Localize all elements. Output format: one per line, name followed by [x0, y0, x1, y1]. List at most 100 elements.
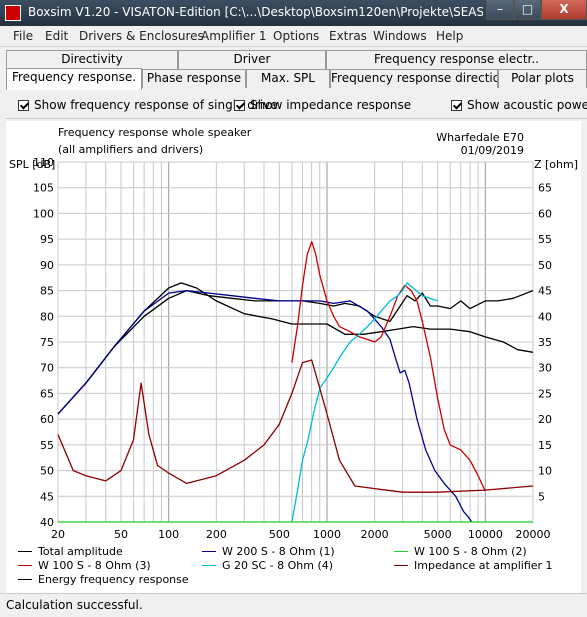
chart-series — [57, 241, 534, 523]
series-line-w-200-s-8-ohm-1 — [57, 289, 473, 523]
legend-w200s: W 200 S - 8 Ohm (1) — [202, 545, 335, 558]
y2-tick-label: 5 — [538, 490, 545, 503]
y2-tick-label: 30 — [538, 362, 552, 375]
status-bar: Calculation successful. — [0, 593, 587, 617]
legend-swatch — [202, 565, 216, 566]
plot-title: Frequency response whole speaker — [58, 126, 252, 139]
y-tick-label: 55 — [40, 439, 54, 452]
tab-directivity[interactable]: Directivity — [6, 50, 178, 69]
menu-file[interactable]: File — [13, 29, 34, 43]
minimize-button[interactable]: – — [486, 0, 514, 20]
plot-subtitle: (all amplifiers and drivers) — [58, 143, 203, 156]
tab-max-spl[interactable]: Max. SPL — [246, 69, 330, 88]
x-tick-label: 50 — [114, 528, 128, 541]
checkbox-acoustic-power[interactable] — [451, 100, 462, 111]
tab-phase-response[interactable]: Phase response — [142, 69, 246, 88]
x-tick-label: 5000 — [424, 528, 452, 541]
legend-label: G 20 SC - 8 Ohm (4) — [222, 559, 334, 572]
project-name: Wharfedale E70 — [436, 131, 524, 144]
legend-energy: Energy frequency response — [18, 573, 189, 586]
menu-bar: File Edit Drivers & Enclosures Amplifier… — [0, 26, 587, 47]
y2-tick-label: 20 — [538, 413, 552, 426]
y2-tick-label: 40 — [538, 310, 552, 323]
chart-ticks: 20 50 100 200 500 1000 2000 5000 10000 20000 40 45 5… — [33, 156, 552, 541]
y-tick-label: 70 — [40, 362, 54, 375]
legend-total-amplitude: Total amplitude — [18, 545, 123, 558]
menu-windows[interactable]: Windows — [373, 29, 427, 43]
tab-driver[interactable]: Driver — [178, 50, 326, 69]
menu-options[interactable]: Options — [273, 29, 320, 43]
y2-tick-label: 60 — [538, 207, 552, 220]
legend-label: Impedance at amplifier 1 — [414, 559, 553, 572]
x-tick-label: 500 — [269, 528, 290, 541]
menu-amplifier[interactable]: Amplifier 1 — [201, 29, 267, 43]
y2-tick-label: 45 — [538, 285, 552, 298]
y-tick-label: 100 — [33, 207, 54, 220]
y-tick-label: 65 — [40, 387, 54, 400]
y-tick-label: 95 — [40, 233, 54, 246]
checkbox-impedance[interactable] — [234, 100, 245, 111]
y-tick-label: 40 — [40, 516, 54, 529]
tab-polar-plots[interactable]: Polar plots — [498, 69, 587, 88]
legend-g20sc: G 20 SC - 8 Ohm (4) — [202, 559, 333, 572]
legend-w100s-3: W 100 S - 8 Ohm (3) — [18, 559, 151, 572]
y-tick-label: 110 — [33, 156, 54, 169]
y2-tick-label: 50 — [538, 259, 552, 272]
legend-w100s-2: W 100 S - 8 Ohm (2) — [394, 545, 527, 558]
y-tick-label: 45 — [40, 490, 54, 503]
legend-label: Energy frequency response — [38, 573, 189, 586]
title-bar[interactable]: Boxsim V1.20 - VISATON-Edition [C:\...\D… — [0, 0, 587, 26]
y2-axis-label: Z [ohm] — [534, 158, 578, 171]
option-single-drive[interactable]: Show frequency response of single drive — [18, 98, 278, 112]
tab-frequency-response[interactable]: Frequency response. — [6, 68, 142, 90]
legend-swatch — [18, 551, 32, 552]
y-axis-label: SPL [dB] — [9, 158, 55, 171]
x-tick-label: 20000 — [516, 528, 551, 541]
status-text: Calculation successful. — [6, 598, 143, 612]
x-tick-label: 2000 — [361, 528, 389, 541]
legend-swatch — [18, 565, 32, 566]
legend-label: W 100 S - 8 Ohm (2) — [414, 545, 527, 558]
frequency-response-chart: Frequency response whole speaker (all am… — [9, 126, 578, 541]
legend-swatch — [202, 551, 216, 552]
series-line-impedance-at-amplifier-1 — [57, 359, 534, 493]
x-tick-label: 10000 — [468, 528, 503, 541]
y-tick-label: 90 — [40, 259, 54, 272]
option-acoustic-power[interactable]: Show acoustic power re — [451, 98, 587, 112]
legend-impedance: Impedance at amplifier 1 — [394, 559, 553, 572]
y2-tick-label: 15 — [538, 439, 552, 452]
y-tick-label: 60 — [40, 413, 54, 426]
y-tick-label: 85 — [40, 285, 54, 298]
series-line-w-100-s-8-ohm-3 — [291, 241, 486, 492]
maximize-button[interactable]: □ — [514, 0, 541, 20]
app-icon — [5, 5, 21, 21]
window-title: Boxsim V1.20 - VISATON-Edition [C:\...\D… — [28, 5, 483, 19]
tab-frequency-response-directions[interactable]: Frequency response directions — [330, 69, 498, 88]
menu-help[interactable]: Help — [436, 29, 464, 43]
menu-edit[interactable]: Edit — [45, 29, 69, 43]
tab-frequency-response-electr[interactable]: Frequency response electr.. — [326, 50, 587, 69]
y-tick-label: 105 — [33, 182, 54, 195]
option-impedance[interactable]: Show impedance response — [234, 98, 411, 112]
legend-swatch — [394, 551, 408, 552]
y2-tick-label: 55 — [538, 233, 552, 246]
close-button[interactable]: X — [541, 0, 587, 20]
legend-label: Total amplitude — [38, 545, 123, 558]
legend-label: W 200 S - 8 Ohm (1) — [222, 545, 335, 558]
y2-tick-label: 25 — [538, 387, 552, 400]
y-tick-label: 50 — [40, 465, 54, 478]
series-line-energy-frequency-response — [57, 282, 534, 415]
x-tick-label: 1000 — [313, 528, 341, 541]
y2-tick-label: 65 — [538, 182, 552, 195]
legend-swatch — [18, 579, 32, 580]
y2-tick-label: 10 — [538, 465, 552, 478]
menu-drivers-enclosures[interactable]: Drivers & Enclosures — [79, 29, 204, 43]
checkbox-single-drive[interactable] — [18, 100, 29, 111]
menu-extras[interactable]: Extras — [329, 29, 367, 43]
option-acoustic-power-label: Show acoustic power re — [467, 98, 587, 112]
y-tick-label: 75 — [40, 336, 54, 349]
x-tick-label: 20 — [51, 528, 65, 541]
plot-date: 01/09/2019 — [461, 144, 524, 157]
x-tick-label: 200 — [206, 528, 227, 541]
series-line-g-20-sc-8-ohm-4 — [291, 282, 438, 523]
